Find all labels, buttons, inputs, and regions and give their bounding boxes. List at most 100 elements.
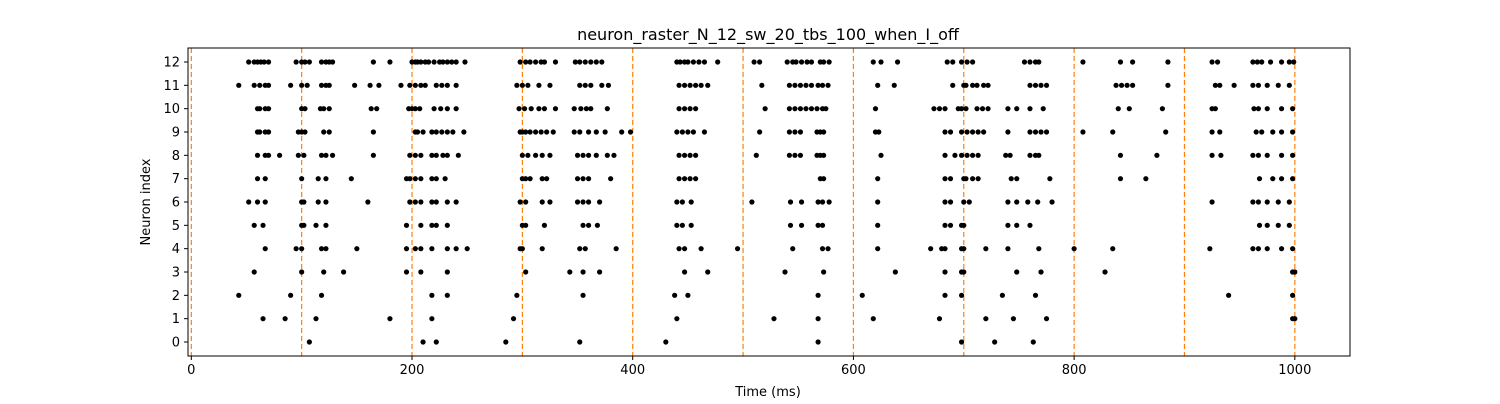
- spike-n11-18: [422, 82, 428, 88]
- spike-n3-5: [418, 269, 424, 275]
- spike-n5-7: [418, 222, 424, 228]
- spike-n9-32: [619, 129, 625, 135]
- spike-n11-19: [433, 82, 439, 88]
- spike-n3-20: [1038, 269, 1044, 275]
- spike-n12-64: [944, 59, 950, 65]
- spike-n10-59: [1159, 106, 1166, 112]
- spike-n6-7: [365, 199, 371, 205]
- spike-n10-27: [583, 106, 589, 112]
- spike-n11-25: [525, 82, 531, 88]
- spike-n10-38: [803, 106, 809, 112]
- spike-n10-19: [516, 106, 522, 112]
- spike-n6-14: [453, 199, 459, 205]
- spike-n10-66: [1290, 106, 1296, 112]
- spike-n9-52: [969, 129, 976, 135]
- spike-n12-79: [1250, 59, 1256, 65]
- spike-n9-34: [674, 129, 680, 135]
- spike-n1-1: [282, 316, 288, 322]
- spike-n8-21: [539, 152, 545, 158]
- spike-n8-27: [604, 152, 610, 158]
- spike-n10-25: [571, 106, 577, 112]
- y-tick-label-12: 12: [163, 56, 180, 71]
- spike-n2-11: [942, 292, 948, 298]
- spike-n4-34: [1036, 246, 1042, 252]
- spike-n11-65: [1165, 82, 1171, 88]
- spike-n11-16: [412, 82, 418, 88]
- spike-n10-18: [453, 106, 459, 112]
- spike-n3-12: [705, 269, 711, 275]
- spike-n10-35: [786, 106, 793, 112]
- spike-n7-36: [1014, 176, 1020, 182]
- spike-n7-16: [539, 176, 545, 182]
- spike-n10-5: [302, 106, 308, 112]
- spike-n11-72: [1275, 82, 1281, 88]
- spike-n8-25: [585, 152, 592, 158]
- spike-n5-19: [688, 222, 694, 228]
- spike-n9-63: [1209, 129, 1215, 135]
- spike-n12-77: [1209, 59, 1215, 65]
- spike-n4-19: [676, 246, 682, 252]
- spike-n9-27: [571, 129, 577, 135]
- spike-n4-10: [444, 246, 450, 252]
- spike-n9-53: [975, 129, 981, 135]
- spike-n4-11: [453, 246, 459, 252]
- spike-n12-31: [527, 59, 533, 65]
- spike-n10-45: [936, 106, 943, 112]
- spike-n3-15: [892, 269, 898, 275]
- spike-n6-43: [1250, 199, 1256, 205]
- spike-n11-15: [407, 82, 413, 88]
- spike-n0-1: [420, 339, 426, 345]
- spike-n11-20: [439, 82, 445, 88]
- spike-n6-39: [1025, 199, 1031, 205]
- spike-n12-25: [444, 59, 450, 65]
- spike-n4-36: [1110, 246, 1116, 252]
- spike-n12-74: [1117, 59, 1124, 65]
- spike-n9-33: [627, 129, 634, 135]
- spike-n11-21: [444, 82, 450, 88]
- spike-n4-20: [681, 246, 688, 252]
- spike-n12-50: [751, 59, 757, 65]
- spike-n8-30: [681, 152, 688, 158]
- spike-n8-22: [547, 152, 553, 158]
- spike-n12-83: [1278, 59, 1285, 65]
- spike-n9-6: [302, 129, 308, 135]
- spike-n10-33: [693, 106, 699, 112]
- spike-n9-69: [1290, 129, 1296, 135]
- spike-n5-10: [444, 222, 450, 228]
- spike-n8-56: [1250, 152, 1256, 158]
- spike-n8-17: [455, 152, 461, 158]
- spike-n4-0: [262, 246, 268, 252]
- spike-n4-15: [539, 246, 545, 252]
- spike-n8-46: [975, 152, 981, 158]
- spike-n7-21: [608, 176, 614, 182]
- spike-n7-9: [418, 176, 424, 182]
- spike-n11-57: [1027, 82, 1033, 88]
- spike-n12-13: [329, 59, 336, 65]
- spike-n6-11: [429, 199, 435, 205]
- spike-n6-4: [301, 199, 307, 205]
- spike-n9-56: [1027, 129, 1033, 135]
- spike-n10-8: [326, 106, 332, 112]
- spike-n10-56: [1040, 106, 1046, 112]
- spike-n6-32: [875, 199, 881, 205]
- spike-n10-44: [931, 106, 937, 112]
- spike-n7-37: [1047, 176, 1053, 182]
- spike-n5-29: [1005, 222, 1011, 228]
- x-axis-ticks: 0 200 400 600 800 1000: [187, 356, 1311, 378]
- spike-n1-6: [674, 316, 680, 322]
- spike-n5-32: [1256, 222, 1263, 228]
- x-tick-label-0: 0: [187, 363, 195, 378]
- spike-n11-73: [1286, 82, 1292, 88]
- spike-n5-15: [585, 222, 592, 228]
- spike-n3-3: [340, 269, 347, 275]
- spike-n1-10: [936, 316, 943, 322]
- spike-n11-29: [582, 82, 588, 88]
- spike-n4-14: [519, 246, 525, 252]
- spike-n10-30: [676, 106, 682, 112]
- spike-n4-21: [698, 246, 704, 252]
- spike-n10-63: [1255, 106, 1262, 112]
- spike-n4-25: [825, 246, 831, 252]
- spike-n10-26: [578, 106, 584, 112]
- spike-n6-5: [315, 199, 321, 205]
- spike-n4-8: [418, 246, 424, 252]
